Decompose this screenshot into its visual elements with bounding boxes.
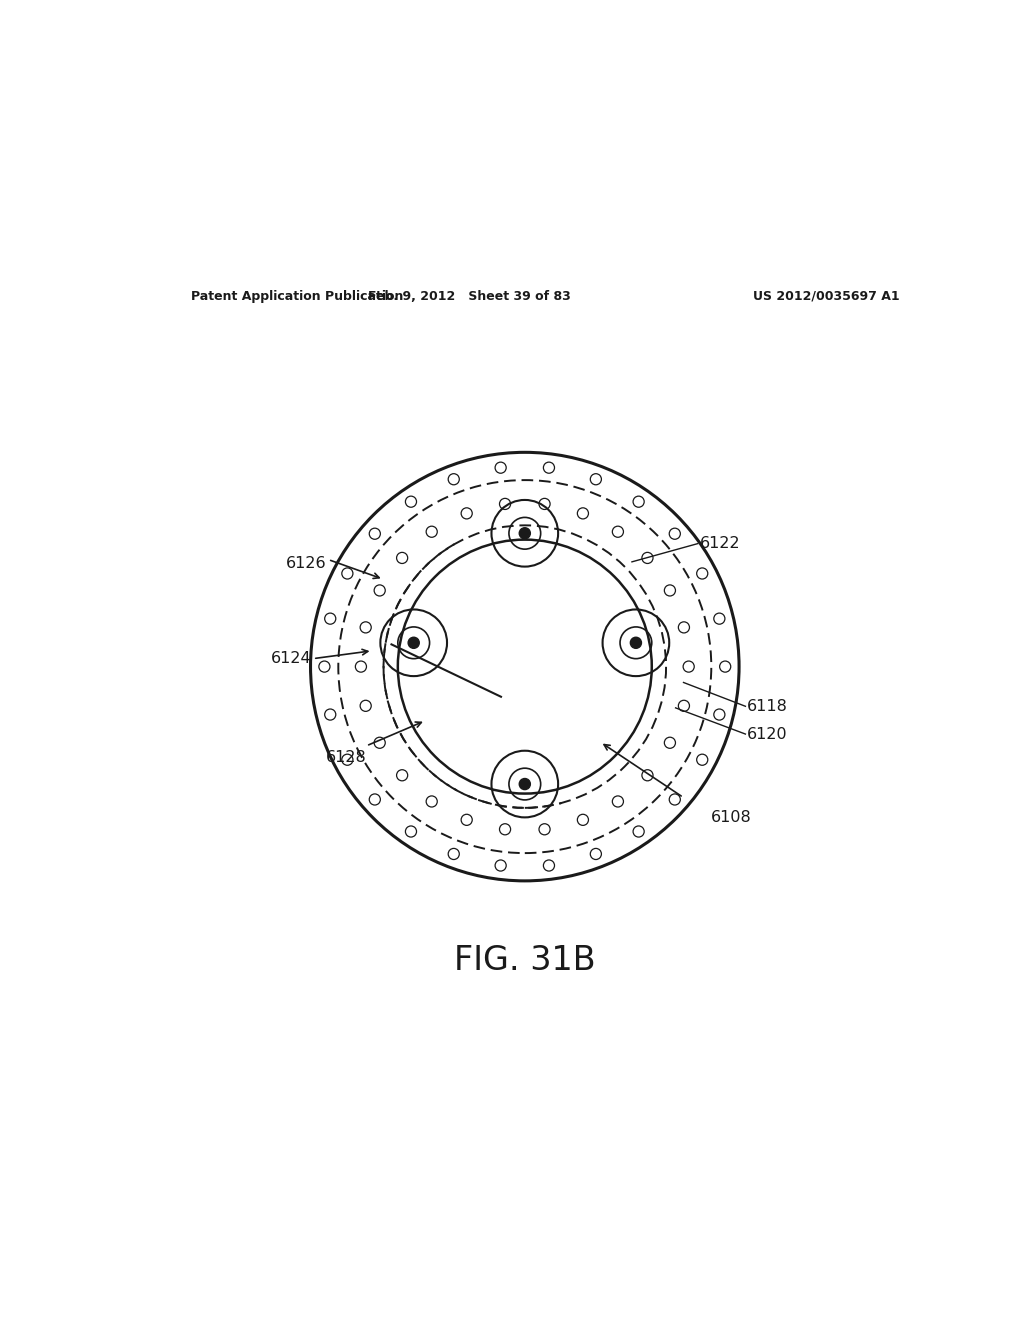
Circle shape [519,528,530,539]
Text: US 2012/0035697 A1: US 2012/0035697 A1 [753,290,900,304]
Circle shape [519,779,530,789]
Text: Patent Application Publication: Patent Application Publication [191,290,403,304]
Circle shape [409,638,419,648]
Text: 6118: 6118 [748,698,787,714]
Text: 6124: 6124 [270,651,311,667]
Text: 6108: 6108 [712,810,752,825]
Text: 6128: 6128 [326,750,367,766]
Text: FIG. 31B: FIG. 31B [454,944,596,977]
Text: 6126: 6126 [287,556,327,572]
Circle shape [631,638,641,648]
Text: 6122: 6122 [699,536,740,550]
Text: 6120: 6120 [748,726,787,742]
Text: Feb. 9, 2012   Sheet 39 of 83: Feb. 9, 2012 Sheet 39 of 83 [368,290,570,304]
